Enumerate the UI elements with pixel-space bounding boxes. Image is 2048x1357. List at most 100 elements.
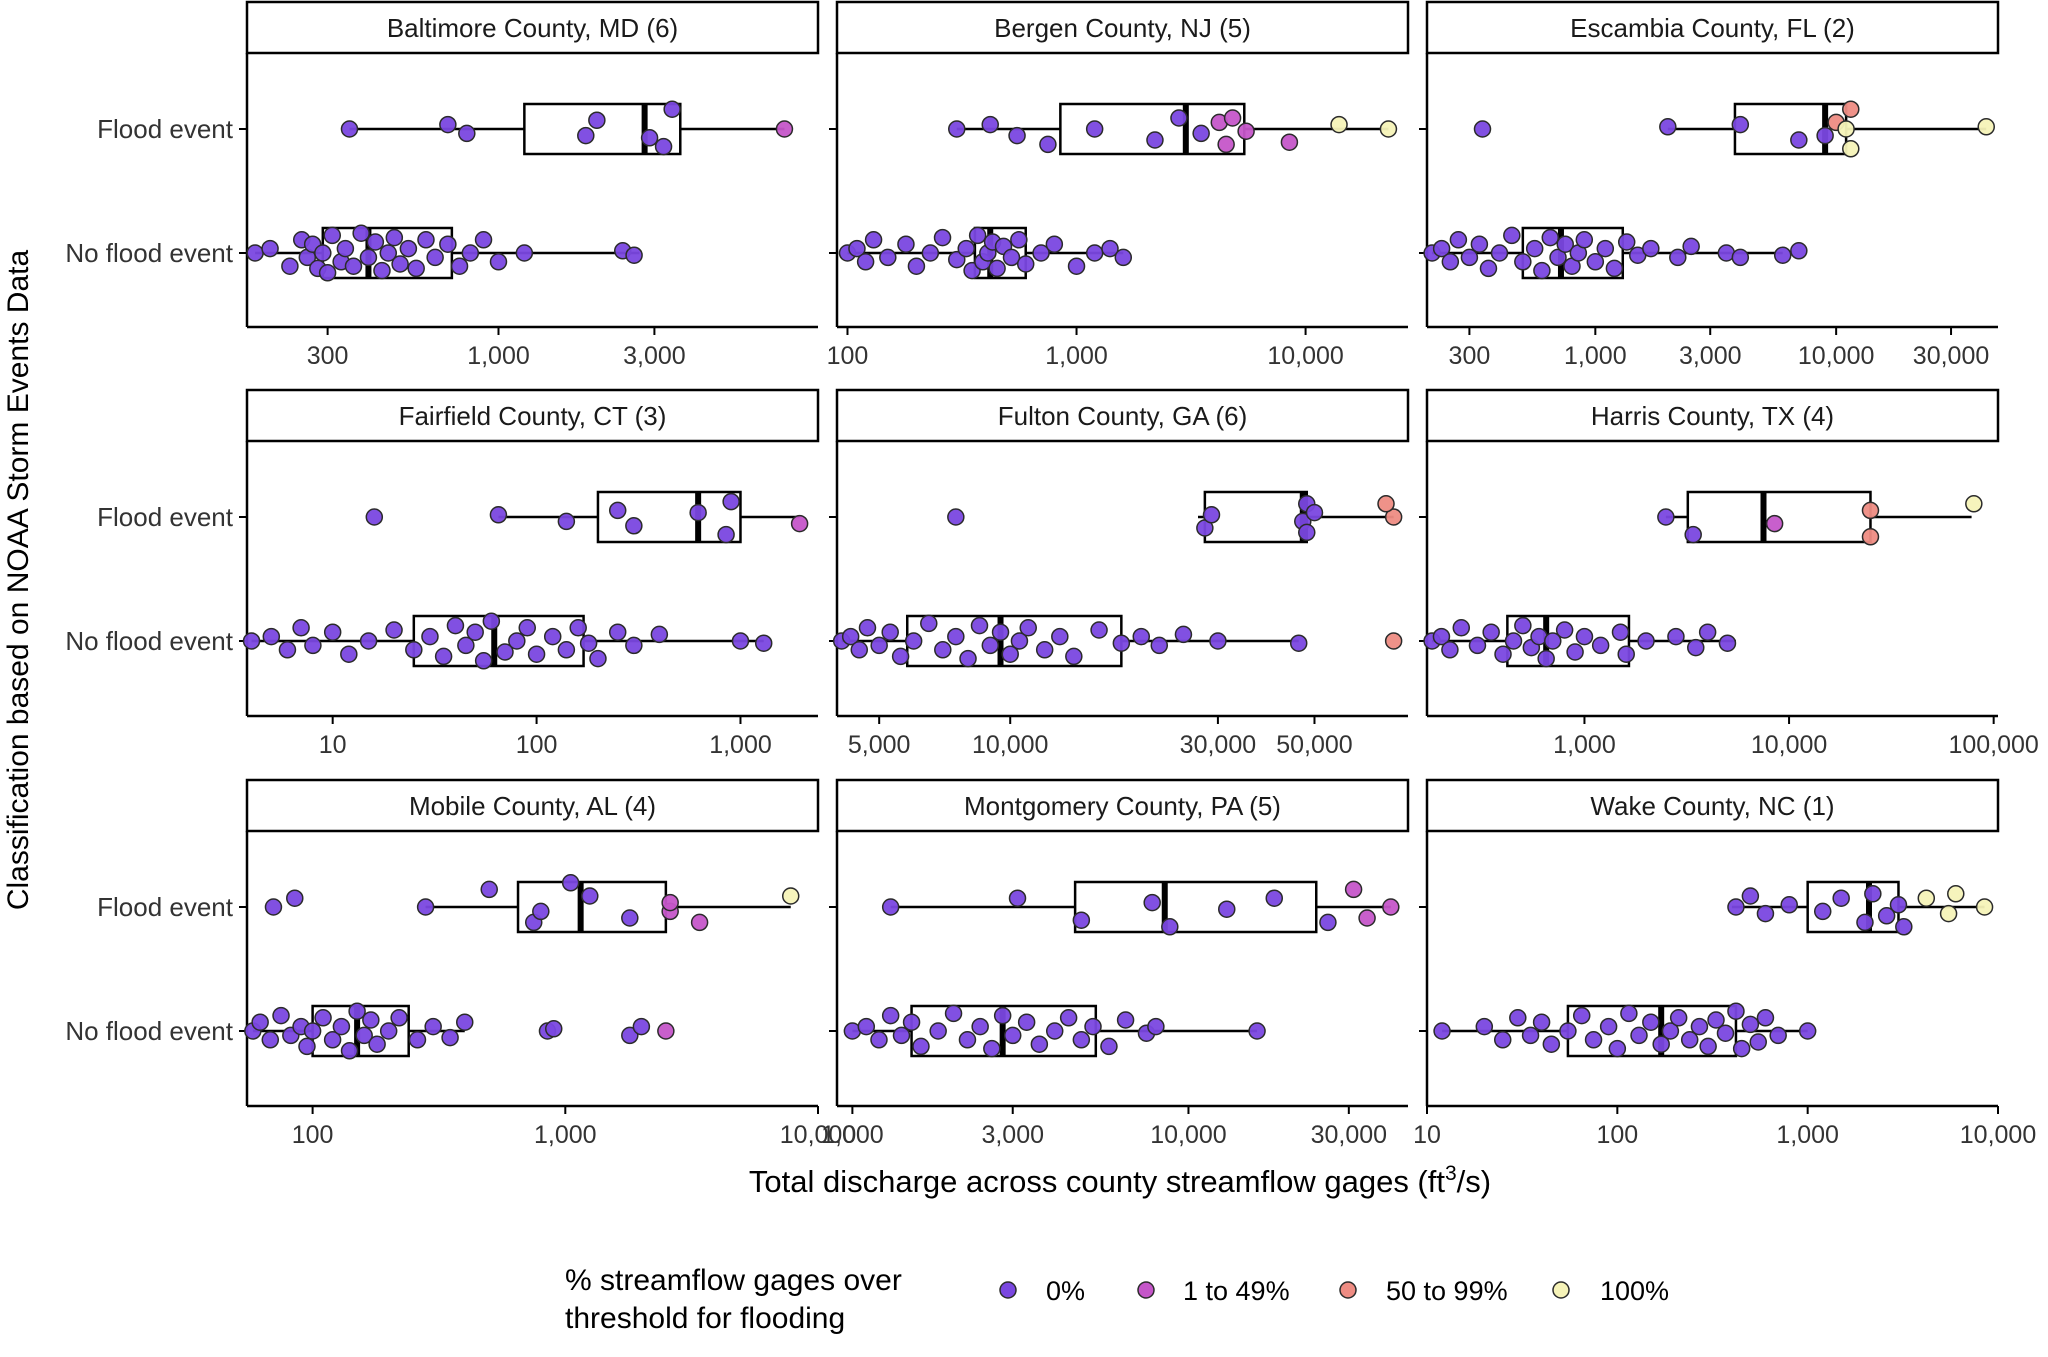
data-point — [461, 244, 480, 262]
x-tick-label: 30,000 — [1311, 1121, 1387, 1149]
data-point — [1065, 647, 1083, 666]
data-point — [1741, 1015, 1760, 1034]
y-axis-title: Classification based on NOAA Storm Event… — [2, 250, 35, 911]
data-point — [1532, 1013, 1551, 1031]
data-point — [508, 632, 526, 650]
data-point — [421, 627, 439, 646]
data-point — [654, 137, 673, 156]
data-point — [1218, 900, 1236, 918]
data-point — [455, 1013, 474, 1031]
data-point — [1170, 109, 1188, 127]
data-point — [439, 235, 457, 253]
data-point — [1798, 1022, 1817, 1040]
data-point — [1620, 1004, 1638, 1023]
data-point — [1537, 649, 1555, 668]
data-point — [1652, 1035, 1670, 1053]
data-point — [1608, 1039, 1627, 1058]
data-point — [1559, 1022, 1577, 1040]
facet-strip — [245, 388, 820, 443]
facet-panel: Wake County, NC (1) 10 100 1,000 10,000 — [1413, 778, 2036, 1149]
data-point — [1473, 120, 1492, 138]
data-point — [1016, 255, 1035, 273]
data-point — [1773, 246, 1792, 264]
data-point — [1790, 131, 1808, 149]
data-point — [1192, 124, 1210, 143]
data-point — [1684, 525, 1702, 544]
legend-key — [1552, 1281, 1570, 1299]
data-point — [1114, 248, 1133, 267]
x-tick-label: 1,000 — [709, 731, 772, 759]
x-tick-label: 1,000 — [1776, 1121, 1839, 1149]
data-point — [251, 1013, 269, 1031]
data-point — [1382, 898, 1400, 916]
facet-title: Escambia County, FL (2) — [1570, 13, 1855, 43]
data-point — [1698, 623, 1717, 641]
data-point — [650, 625, 669, 644]
data-point — [1237, 122, 1255, 140]
data-point — [1816, 126, 1834, 145]
data-point — [314, 1009, 332, 1027]
facet-title: Fulton County, GA (6) — [998, 401, 1248, 431]
data-point — [408, 1031, 427, 1049]
data-point — [561, 874, 580, 892]
data-point — [557, 641, 576, 659]
x-tick-label: 10,000 — [780, 1121, 856, 1149]
data-point — [405, 641, 423, 659]
data-point — [278, 641, 297, 659]
data-point — [1917, 889, 1936, 907]
data-point — [1680, 1031, 1699, 1049]
data-point — [515, 244, 534, 262]
data-point — [1384, 632, 1403, 650]
data-point — [1756, 1009, 1775, 1027]
data-point — [340, 120, 359, 138]
data-point — [352, 224, 370, 242]
data-point — [480, 880, 498, 899]
data-point — [1039, 135, 1057, 154]
data-point — [323, 226, 342, 245]
data-point — [1977, 118, 1995, 136]
box-iqr — [523, 102, 682, 156]
data-point — [1669, 248, 1687, 267]
data-point — [625, 636, 643, 655]
x-tick-label: 3,000 — [981, 1121, 1044, 1149]
data-point — [1223, 109, 1242, 127]
data-point — [870, 1031, 888, 1049]
data-point — [1503, 226, 1521, 245]
data-point — [1084, 1017, 1102, 1036]
data-point — [1441, 641, 1459, 659]
data-point — [970, 616, 989, 635]
data-point — [1289, 634, 1308, 652]
data-point — [1667, 627, 1685, 646]
legend-label: 1 to 49% — [1183, 1276, 1290, 1306]
data-point — [1072, 911, 1091, 929]
y-tick-label: Flood event — [97, 502, 234, 532]
y-tick-label: Flood event — [97, 114, 234, 144]
x-tick-label: 1,000 — [1553, 731, 1616, 759]
data-point — [581, 887, 599, 905]
facet-strip — [1425, 0, 2000, 55]
data-point — [359, 632, 378, 650]
x-tick-label: 10,000 — [1798, 342, 1874, 370]
facet-title: Fairfield County, CT (3) — [399, 401, 667, 431]
data-point — [1112, 634, 1131, 652]
data-point — [1010, 231, 1028, 249]
data-point — [921, 244, 940, 262]
x-tick-label: 10,000 — [1267, 342, 1343, 370]
data-point — [988, 259, 1006, 278]
data-point — [1433, 1022, 1451, 1040]
data-point — [368, 1035, 386, 1053]
data-point — [790, 514, 809, 533]
data-point — [1202, 506, 1221, 524]
data-point — [1035, 641, 1054, 659]
data-point — [717, 525, 735, 544]
data-point — [1549, 248, 1567, 267]
data-point — [1837, 120, 1855, 138]
data-point — [948, 120, 966, 138]
x-tick-label: 1,000 — [1045, 342, 1108, 370]
x-tick-label: 100,000 — [1948, 731, 2038, 759]
data-point — [417, 231, 435, 249]
data-point — [385, 228, 404, 247]
data-point — [850, 641, 869, 659]
x-tick-label: 100 — [1596, 1121, 1638, 1149]
data-point — [1687, 638, 1705, 657]
